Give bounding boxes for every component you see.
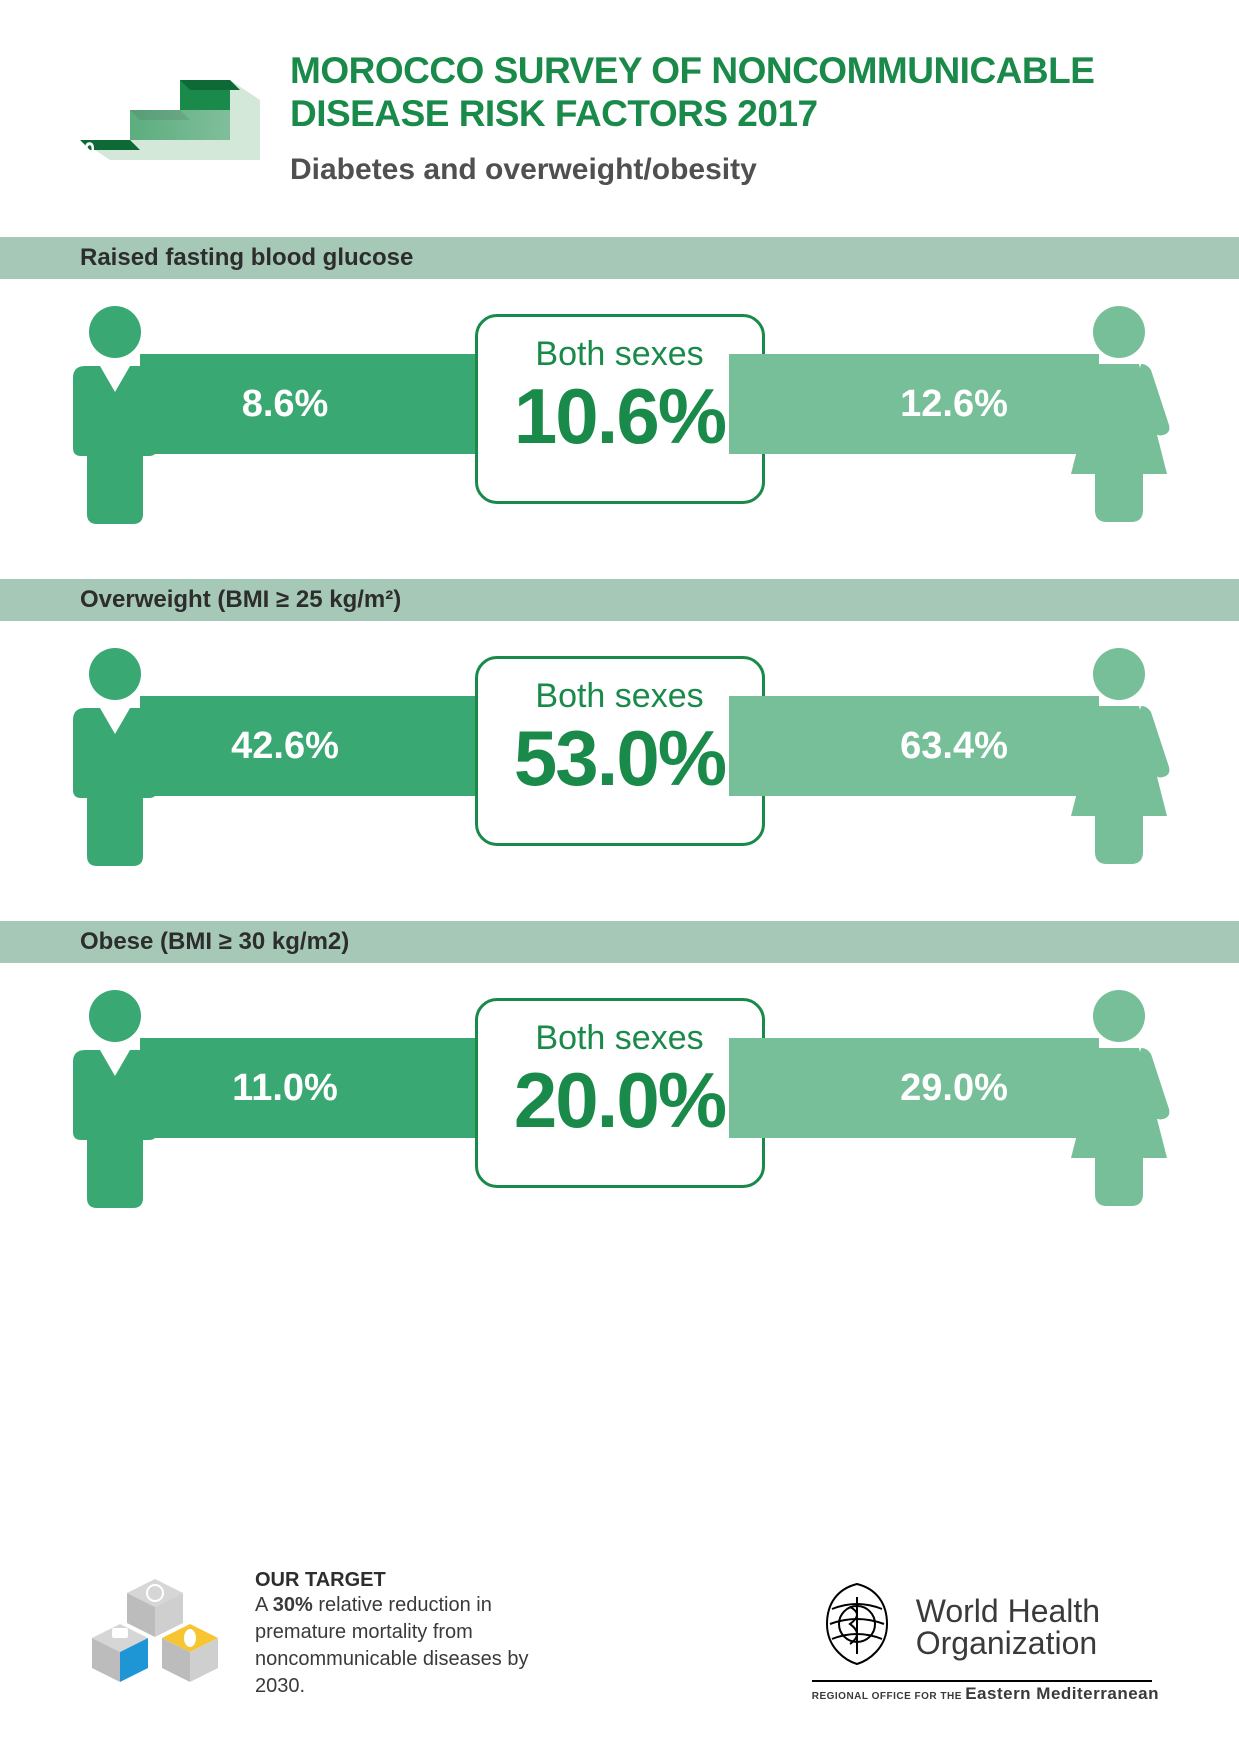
male-value: 11.0%	[232, 1067, 338, 1110]
both-sexes-value: 53.0%	[478, 716, 762, 802]
section-heading: Obese (BMI ≥ 30 kg/m2)	[80, 928, 349, 956]
header-block: STEPS MOROCCO SURVEY OF NONCOMMUNICABLE …	[0, 0, 1239, 197]
title-block: MOROCCO SURVEY OF NONCOMMUNICABLE DISEAS…	[290, 50, 1159, 187]
who-logo-block: World Health Organization REGIONAL OFFIC…	[812, 1579, 1159, 1704]
both-sexes-value: 20.0%	[478, 1058, 762, 1144]
female-value: 63.4%	[900, 725, 1008, 768]
female-icon	[1059, 646, 1179, 871]
male-value: 42.6%	[231, 725, 339, 768]
female-bar: 63.4%	[729, 696, 1099, 796]
male-bar: 42.6%	[140, 696, 510, 796]
both-sexes-box: Both sexes 10.6%	[475, 314, 765, 504]
target-text: OUR TARGET A 30% relative reduction in p…	[255, 1569, 535, 1700]
who-name-line1: World Health	[916, 1595, 1100, 1627]
section-obese: Obese (BMI ≥ 30 kg/m2) 11.0% Both sexes …	[0, 921, 1239, 1223]
who-name-line2: Organization	[916, 1627, 1100, 1659]
both-sexes-value: 10.6%	[478, 374, 762, 460]
both-sexes-label: Both sexes	[478, 335, 762, 374]
female-value: 12.6%	[900, 383, 1008, 426]
target-heading: OUR TARGET	[255, 1569, 535, 1592]
who-regional-office: REGIONAL OFFICE FOR THE Eastern Mediterr…	[812, 1684, 1159, 1704]
female-icon	[1059, 988, 1179, 1213]
male-value: 8.6%	[242, 383, 329, 426]
section-glucose: Raised fasting blood glucose 8.6% Both s…	[0, 237, 1239, 539]
who-emblem-icon	[812, 1579, 902, 1674]
section-heading-strip: Overweight (BMI ≥ 25 kg/m²)	[0, 579, 1239, 621]
page-subtitle: Diabetes and overweight/obesity	[290, 153, 1159, 187]
page-title: MOROCCO SURVEY OF NONCOMMUNICABLE DISEAS…	[290, 50, 1159, 135]
female-value: 29.0%	[900, 1067, 1008, 1110]
male-bar: 11.0%	[140, 1038, 510, 1138]
target-body: A 30% relative reduction in premature mo…	[255, 1592, 535, 1700]
both-sexes-box: Both sexes 20.0%	[475, 998, 765, 1188]
female-bar: 12.6%	[729, 354, 1099, 454]
both-sexes-label: Both sexes	[478, 677, 762, 716]
section-overweight: Overweight (BMI ≥ 25 kg/m²) 42.6% Both s…	[0, 579, 1239, 881]
male-bar: 8.6%	[140, 354, 510, 454]
both-sexes-label: Both sexes	[478, 1019, 762, 1058]
section-heading-strip: Raised fasting blood glucose	[0, 237, 1239, 279]
svg-text:STEPS: STEPS	[80, 79, 99, 156]
section-heading: Raised fasting blood glucose	[80, 244, 413, 272]
both-sexes-box: Both sexes 53.0%	[475, 656, 765, 846]
section-heading: Overweight (BMI ≥ 25 kg/m²)	[80, 586, 401, 614]
steps-logo: STEPS	[80, 50, 260, 175]
section-heading-strip: Obese (BMI ≥ 30 kg/m2)	[0, 921, 1239, 963]
target-block: OUR TARGET A 30% relative reduction in p…	[80, 1569, 535, 1704]
target-cubes-icon	[80, 1569, 230, 1704]
footer: OUR TARGET A 30% relative reduction in p…	[0, 1569, 1239, 1704]
female-bar: 29.0%	[729, 1038, 1099, 1138]
female-icon	[1059, 304, 1179, 529]
divider	[812, 1680, 1152, 1682]
